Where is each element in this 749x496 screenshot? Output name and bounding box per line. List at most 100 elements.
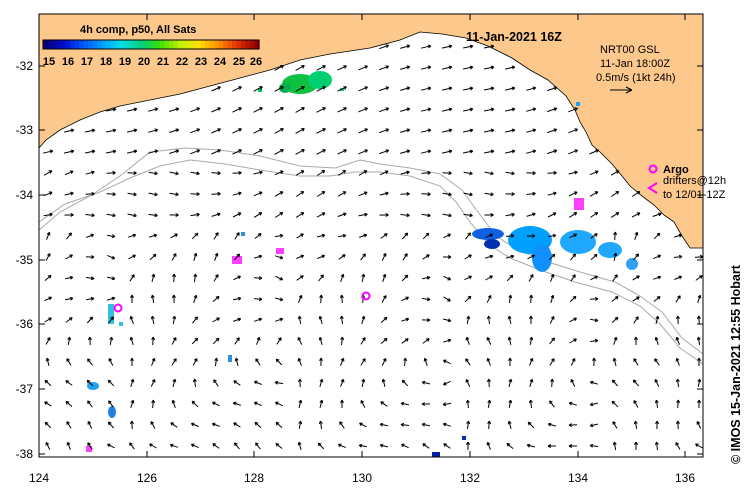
sst-colorbar: 4h comp, p50, All Sats 15 16 17 18 19 20… xyxy=(42,24,262,68)
current-arrow xyxy=(420,65,432,70)
current-arrow xyxy=(652,212,662,217)
current-arrow xyxy=(400,44,411,49)
current-arrow xyxy=(632,379,640,387)
current-arrow xyxy=(253,212,263,218)
current-arrow xyxy=(590,253,598,261)
current-arrow xyxy=(379,149,390,155)
current-arrow xyxy=(171,294,176,304)
lon-tick-label: 130 xyxy=(352,471,372,485)
current-arrow xyxy=(319,378,324,387)
current-arrow xyxy=(403,357,408,367)
current-arrow xyxy=(381,357,387,366)
current-arrow xyxy=(190,212,200,217)
current-arrow xyxy=(44,274,52,281)
current-arrow xyxy=(361,273,366,283)
current-arrow xyxy=(526,128,537,133)
current-arrow xyxy=(420,44,432,49)
current-arrow xyxy=(338,233,347,238)
current-arrow xyxy=(529,315,533,324)
current-arrow xyxy=(274,170,284,176)
current-arrow xyxy=(422,232,430,240)
current-arrow xyxy=(253,86,263,92)
current-arrow xyxy=(484,254,494,259)
current-arrow xyxy=(486,336,492,345)
current-arrow xyxy=(148,149,159,154)
current-arrow xyxy=(190,107,201,113)
current-arrow xyxy=(504,128,516,133)
current-arrow xyxy=(107,421,114,429)
current-arrow xyxy=(443,275,452,281)
current-arrow xyxy=(506,442,514,449)
current-arrow xyxy=(234,337,240,345)
colorbar-swatch xyxy=(223,40,229,49)
colorbar-tick-labels: 15 16 17 18 19 20 21 22 23 24 25 26 xyxy=(43,56,262,68)
current-arrow xyxy=(169,128,180,133)
current-arrow xyxy=(484,192,494,197)
current-arrow xyxy=(568,212,578,218)
current-arrow xyxy=(654,336,659,345)
axis-ticks xyxy=(38,14,703,457)
current-arrow xyxy=(547,128,558,134)
current-arrow xyxy=(507,315,512,325)
current-arrow xyxy=(610,212,620,218)
current-arrow xyxy=(568,401,577,406)
current-arrow xyxy=(169,192,179,197)
current-arrow xyxy=(44,421,52,429)
current-arrow xyxy=(421,170,431,175)
current-arrow xyxy=(505,233,515,238)
current-arrow xyxy=(316,212,326,218)
current-arrow xyxy=(358,107,368,113)
current-arrow xyxy=(297,357,302,366)
current-arrow xyxy=(463,128,474,133)
current-arrow xyxy=(150,378,156,387)
current-arrow xyxy=(569,295,577,303)
current-arrow xyxy=(613,336,618,345)
current-arrow xyxy=(172,315,177,324)
colorbar-swatches xyxy=(43,40,260,49)
current-arrow xyxy=(696,315,701,325)
current-arrow xyxy=(590,233,598,239)
current-arrow xyxy=(358,443,368,448)
colorbar-swatch xyxy=(115,40,121,49)
current-arrow xyxy=(361,378,366,388)
current-arrow xyxy=(632,275,640,281)
current-arrow xyxy=(319,399,324,409)
current-arrow xyxy=(463,149,474,154)
argo-float-west[interactable] xyxy=(113,303,123,313)
current-arrow xyxy=(316,86,326,92)
current-arrow xyxy=(379,212,389,217)
current-arrow xyxy=(275,212,284,218)
colorbar-swatch xyxy=(160,40,166,49)
current-arrow xyxy=(589,191,599,197)
current-arrow xyxy=(401,274,409,282)
current-arrow xyxy=(548,253,556,261)
colorbar-tick: 25 xyxy=(233,56,245,68)
current-arrow xyxy=(547,444,556,448)
current-arrow xyxy=(504,65,516,70)
current-arrow xyxy=(465,399,470,409)
current-arrow xyxy=(504,86,516,91)
current-arrow xyxy=(547,107,558,113)
current-arrow xyxy=(255,358,261,366)
current-arrow xyxy=(696,420,702,429)
argo-symbol-icon xyxy=(648,164,658,174)
current-arrow xyxy=(86,316,94,324)
colorbar-swatch xyxy=(142,40,148,49)
current-arrow xyxy=(232,170,242,175)
nrt-legend: NRT00 GSL 11-Jan 18:00Z 0.5m/s (1kt 24h) xyxy=(596,44,675,94)
drifter-symbol-icon xyxy=(647,182,658,194)
colorbar-swatch xyxy=(250,40,256,49)
current-arrow xyxy=(253,380,262,385)
current-arrow xyxy=(465,336,470,345)
current-arrow xyxy=(296,191,305,197)
current-arrow xyxy=(466,315,471,325)
current-arrow xyxy=(192,316,198,324)
current-arrow xyxy=(527,421,535,429)
current-arrow xyxy=(697,357,702,367)
current-arrow xyxy=(340,399,344,408)
imos-credit: © IMOS 15-Jan-2021 12:55 Hobart xyxy=(729,264,743,464)
colorbar-tick: 18 xyxy=(100,56,112,68)
argo-float-central[interactable] xyxy=(361,291,371,301)
lon-tick-label: 124 xyxy=(29,471,49,485)
current-arrow xyxy=(295,170,305,176)
